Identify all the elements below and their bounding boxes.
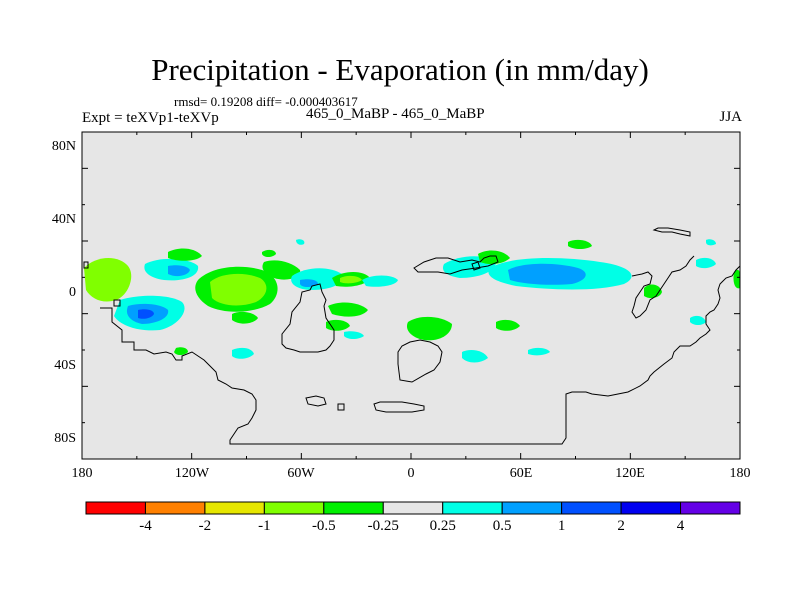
lon-tick-label: 120W — [174, 466, 210, 481]
continent-outline — [83, 261, 89, 269]
field-cyan — [696, 257, 716, 269]
field-green — [326, 319, 350, 331]
colorbar-box — [442, 501, 503, 515]
colorbar-box — [501, 501, 563, 515]
field-cyan — [706, 239, 716, 246]
anomaly-fields — [84, 239, 740, 363]
continent-outline — [652, 227, 691, 237]
field-green — [168, 248, 202, 261]
field-green — [478, 250, 510, 265]
field-green — [644, 284, 662, 299]
colorbar-label: -0.25 — [367, 518, 399, 534]
field-blue — [168, 265, 190, 277]
continent-outline — [305, 395, 327, 407]
field-green — [174, 347, 188, 355]
field-green — [406, 316, 452, 341]
season-label: JJA — [719, 109, 742, 125]
lon-tick-label: 0 — [407, 466, 415, 481]
continent-outline — [471, 261, 481, 271]
lat-tick-label: 40S — [54, 358, 76, 373]
lon-tick-label: 60W — [287, 466, 315, 481]
field-green — [733, 269, 740, 289]
colorbar-box — [263, 501, 325, 515]
field-light-green — [210, 273, 267, 306]
colorbar-label: -2 — [198, 518, 212, 534]
colorbar-box — [382, 501, 444, 515]
colorbar — [85, 501, 741, 515]
field-green — [262, 249, 276, 257]
field-cyan — [528, 347, 550, 356]
lat-tick-label: 80N — [51, 139, 76, 154]
period-label: 465_0_MaBP - 465_0_MaBP — [306, 106, 485, 122]
field-green — [496, 319, 520, 331]
field-green — [262, 260, 301, 280]
field-blue — [300, 279, 318, 287]
colorbar-box — [85, 501, 146, 515]
colorbar-box — [620, 501, 682, 515]
colorbar-label: -1 — [258, 518, 271, 534]
field-cyan — [296, 239, 305, 245]
colorbar-label: 0.5 — [492, 518, 512, 534]
field-cyan — [362, 275, 398, 287]
continent-outline — [281, 283, 335, 353]
continent-outline — [373, 401, 425, 413]
field-cyan — [462, 350, 488, 363]
colorbar-box — [561, 501, 622, 515]
lon-tick-label: 120E — [615, 466, 645, 481]
colorbar-box — [204, 501, 265, 515]
field-dark-blue — [138, 309, 154, 319]
lat-tick-label: 0 — [69, 285, 76, 300]
colorbar-label: 2 — [617, 518, 625, 534]
continent-outline — [631, 255, 695, 319]
map-background — [82, 132, 740, 459]
lat-tick-label: 40N — [51, 212, 76, 227]
colorbar-label: 1 — [557, 518, 566, 534]
colorbar-label: 4 — [676, 518, 685, 534]
tick-marks — [81, 131, 741, 460]
colorbar-label: -0.5 — [311, 518, 336, 534]
continent-outline — [413, 255, 499, 275]
colorbar-label: 0.25 — [429, 518, 456, 534]
map-panel — [81, 131, 741, 460]
plot-title: Precipitation - Evaporation (in mm/day) — [151, 52, 649, 87]
lon-tick-label: 180 — [729, 466, 751, 481]
field-light-green — [84, 257, 132, 302]
field-blue — [508, 263, 586, 285]
colorbar-box — [144, 501, 206, 515]
lon-tick-label: 180 — [71, 466, 93, 481]
field-cyan — [232, 347, 254, 359]
field-cyan — [690, 315, 706, 325]
field-green — [232, 311, 258, 324]
colorbar-label: -4 — [139, 518, 152, 534]
lat-tick-label: 80S — [54, 431, 76, 446]
field-green — [568, 239, 592, 249]
colorbar-box — [680, 501, 741, 515]
field-green — [328, 302, 368, 317]
coastlines — [83, 227, 741, 445]
continent-outline — [337, 403, 345, 411]
experiment-label: Expt = teXVp1-teXVp — [82, 110, 219, 126]
field-light-green — [340, 275, 362, 284]
colorbar-box — [323, 501, 384, 515]
continent-outline — [100, 265, 741, 445]
stats-text: rmsd= 0.19208 diff= -0.000403617 — [174, 94, 358, 109]
field-cyan — [344, 331, 364, 339]
continent-outline — [113, 299, 121, 307]
continent-outline — [397, 339, 443, 383]
lon-tick-label: 60E — [509, 466, 533, 481]
